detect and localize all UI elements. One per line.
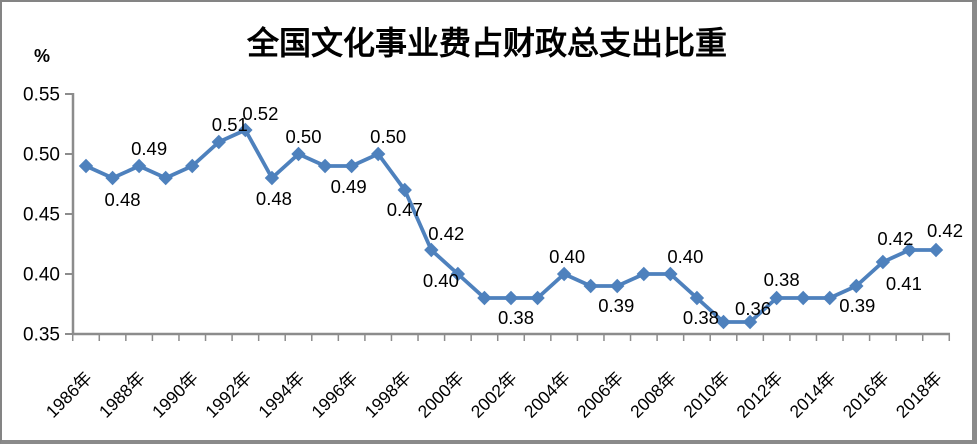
x-axis-tick-label: 2004年 (520, 368, 574, 422)
data-point-label: 0.49 (331, 176, 367, 197)
data-point-marker (238, 122, 253, 138)
data-point-label: 0.39 (598, 295, 634, 316)
data-point-marker (822, 290, 837, 306)
data-point-marker (663, 266, 678, 282)
x-axis-tick-label: 2018年 (892, 368, 946, 422)
data-point-marker (397, 182, 412, 198)
data-point-marker (185, 158, 200, 174)
data-point-marker (928, 242, 944, 258)
data-point-marker (636, 266, 652, 282)
data-point-label: 0.48 (256, 188, 292, 209)
data-point-label: 0.40 (549, 246, 585, 267)
data-point-label: 0.36 (735, 298, 771, 319)
data-point-label: 0.52 (242, 103, 278, 124)
data-point-marker (875, 254, 891, 270)
data-point-marker (131, 158, 147, 174)
data-point-marker (769, 290, 784, 306)
data-point-marker (105, 170, 120, 186)
x-axis-tick-label: 1994年 (254, 368, 308, 422)
data-point-label: 0.50 (370, 126, 406, 147)
data-point-label: 0.42 (927, 220, 963, 241)
x-axis-tick-label: 2006年 (573, 368, 627, 422)
x-axis-tick-label: 2008年 (626, 368, 680, 422)
data-point-marker (477, 290, 492, 306)
data-point-label: 0.49 (131, 138, 167, 159)
data-point-label: 0.51 (212, 114, 248, 135)
y-axis-tick-label: 0.40 (23, 265, 60, 286)
data-point-marker (424, 242, 439, 258)
data-point-marker (503, 290, 519, 306)
data-point-marker (317, 158, 333, 174)
data-point-marker (742, 314, 758, 330)
data-point-marker (902, 242, 917, 258)
data-point-label: 0.41 (886, 273, 922, 294)
data-point-label: 0.38 (764, 269, 800, 290)
data-point-label: 0.40 (667, 246, 703, 267)
x-axis-tick-label: 2014年 (786, 368, 840, 422)
x-axis-tick-label: 2012年 (732, 368, 786, 422)
data-point-marker (716, 314, 731, 330)
x-axis-tick-label: 2000年 (414, 368, 468, 422)
data-point-marker (849, 278, 864, 294)
x-axis-tick-label: 1986年 (42, 368, 96, 422)
data-point-marker (344, 158, 359, 174)
y-axis-tick-label: 0.55 (23, 85, 60, 106)
x-axis-tick-label: 1990年 (148, 368, 202, 422)
x-axis-tick-label: 2002年 (467, 368, 521, 422)
data-point-label: 0.42 (877, 228, 913, 249)
data-point-marker (795, 290, 811, 306)
data-point-label: 0.42 (428, 223, 464, 244)
data-point-marker (610, 278, 625, 294)
x-axis-tick-label: 2010年 (679, 368, 733, 422)
data-point-marker (158, 170, 173, 186)
data-point-label: 0.40 (423, 270, 459, 291)
x-axis-tick-label: 1988年 (95, 368, 149, 422)
y-axis-tick-label: 0.45 (23, 205, 60, 226)
x-axis-tick-label: 1998年 (361, 368, 415, 422)
y-axis-tick-label: 0.35 (23, 325, 60, 346)
y-axis-unit-label: % (34, 46, 51, 66)
data-point-marker (370, 146, 386, 162)
data-point-marker (78, 158, 94, 174)
data-point-label: 0.38 (683, 307, 719, 328)
data-point-marker (530, 290, 545, 306)
chart-title: 全国文化事业费占财政总支出比重 (246, 25, 727, 61)
data-point-label: 0.50 (285, 126, 321, 147)
data-point-marker (450, 266, 466, 282)
data-point-marker (291, 146, 306, 162)
y-axis-tick-label: 0.50 (23, 145, 60, 166)
data-point-label: 0.38 (498, 307, 534, 328)
data-point-label: 0.39 (839, 295, 875, 316)
data-point-marker (556, 266, 572, 282)
data-point-label: 0.47 (387, 199, 423, 220)
data-point-label: 0.48 (105, 189, 141, 210)
data-point-marker (689, 290, 705, 306)
data-point-marker (264, 170, 280, 186)
data-point-marker (211, 134, 227, 150)
x-axis-tick-label: 1992年 (201, 368, 255, 422)
x-axis-tick-label: 1996年 (307, 368, 361, 422)
data-point-marker (583, 278, 598, 294)
x-axis-tick-label: 2016年 (839, 368, 893, 422)
